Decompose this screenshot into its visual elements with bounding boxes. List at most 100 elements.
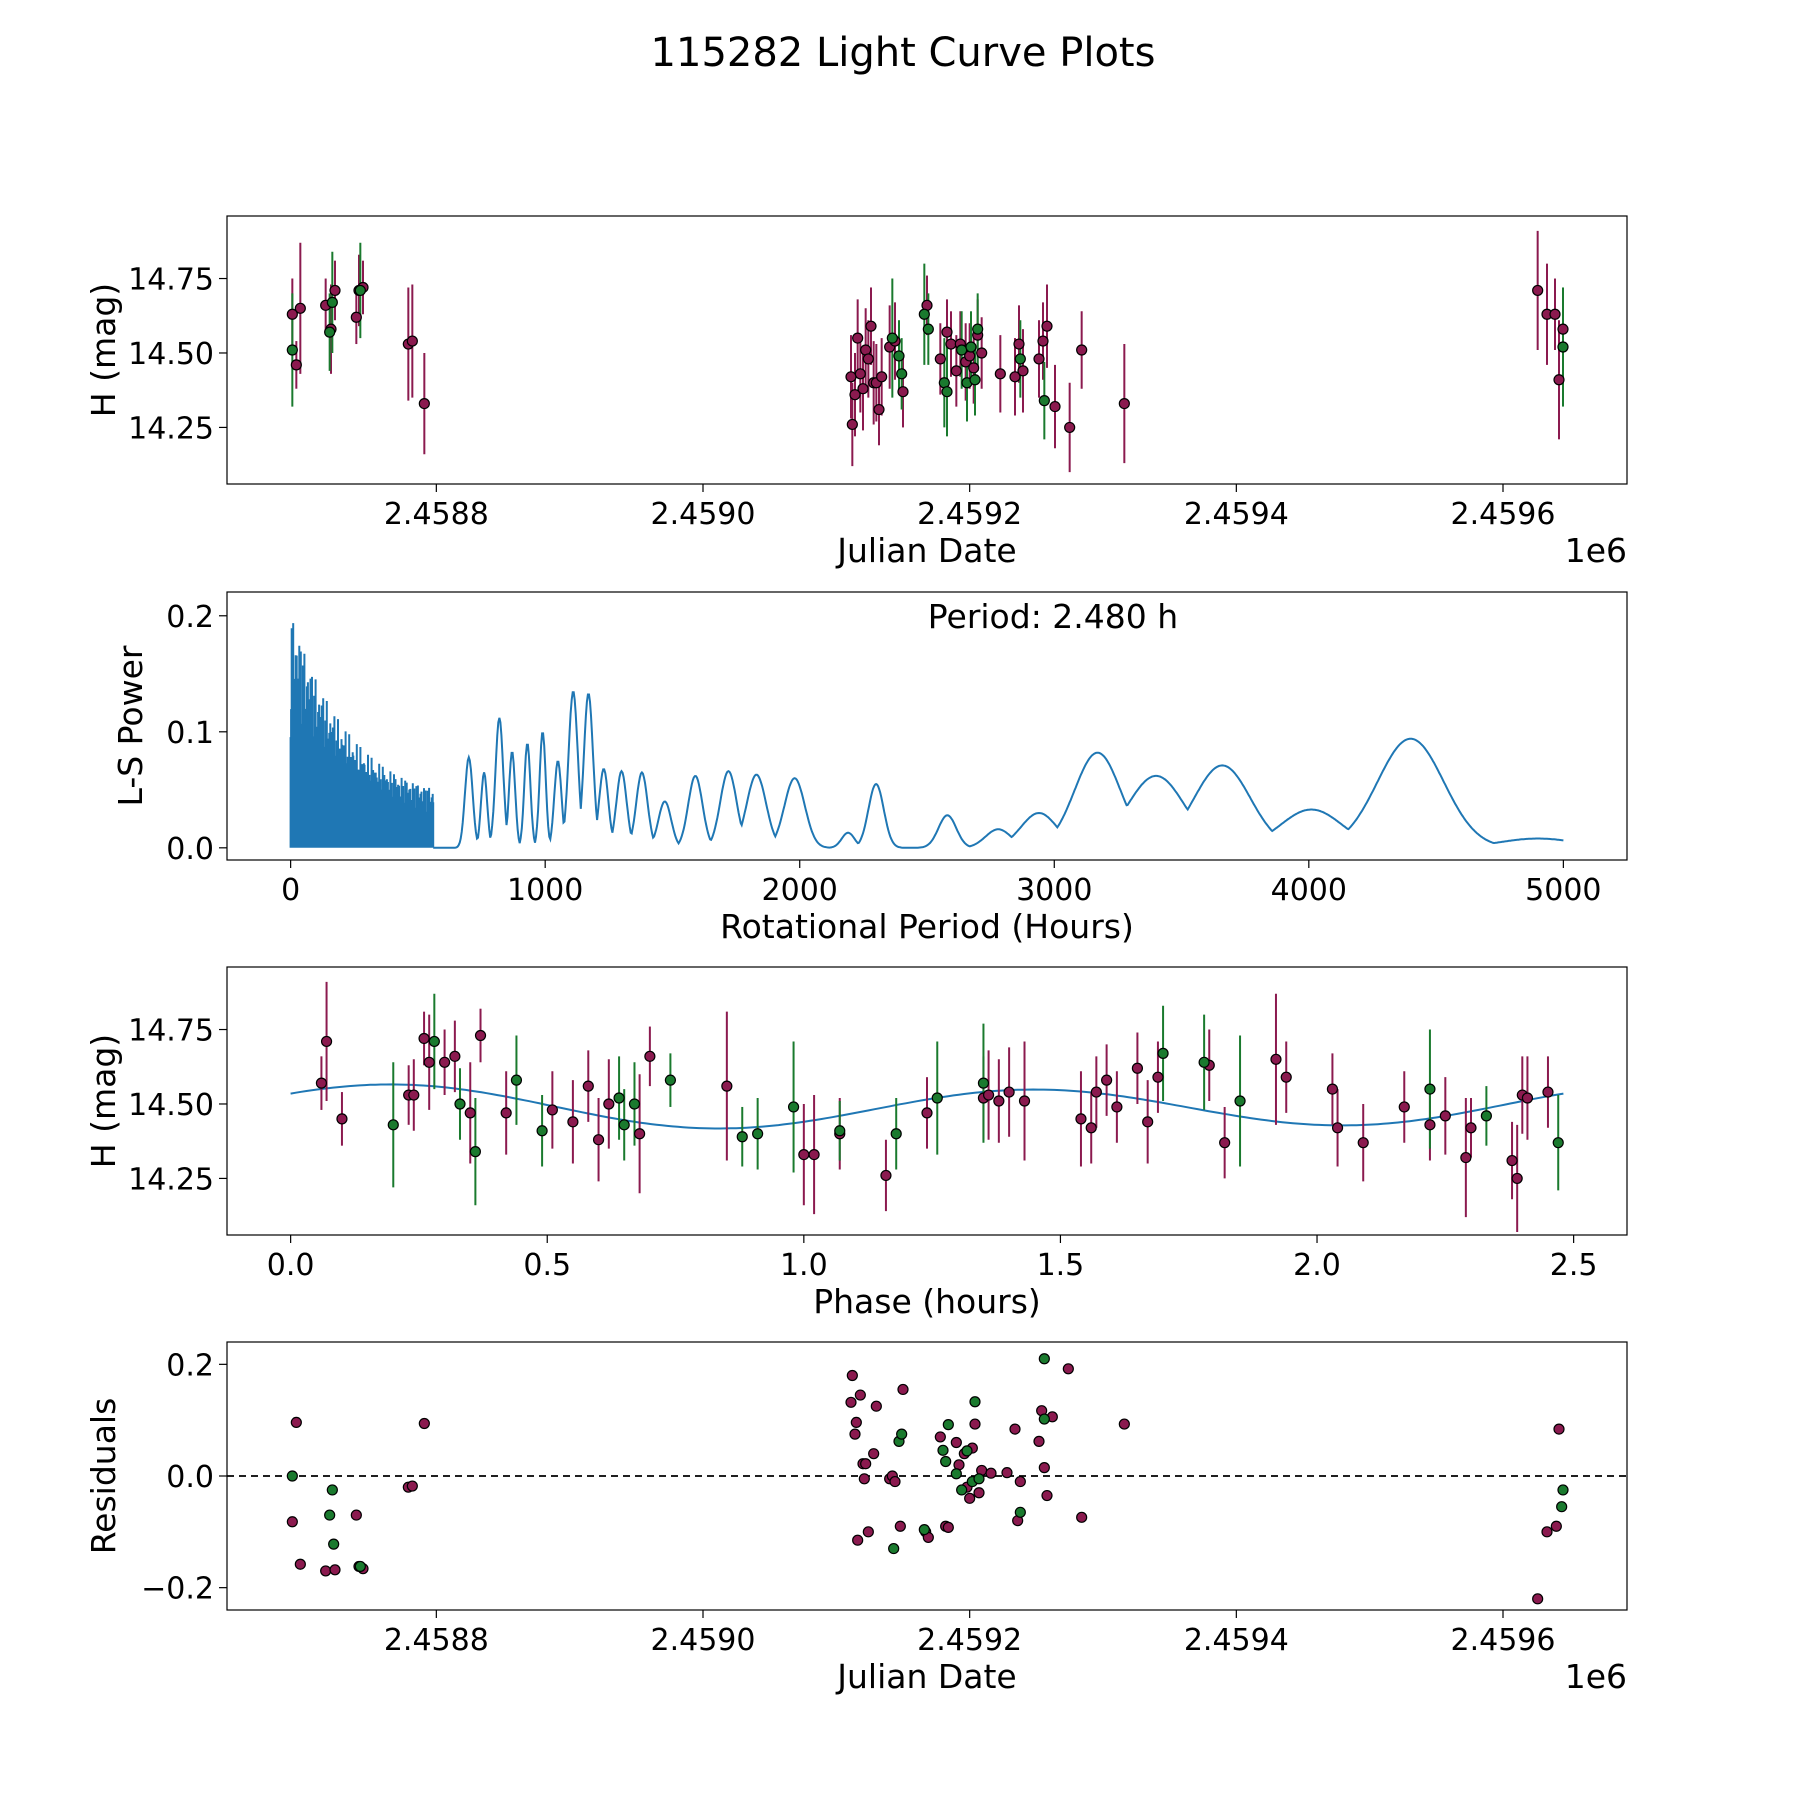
- residual-point-green: [942, 1419, 954, 1431]
- x-tick-label: 3000: [1016, 873, 1092, 908]
- data-point-magenta: [286, 308, 298, 320]
- light-curve-ylabel: H (mag): [84, 283, 123, 417]
- residual-point-magenta: [290, 1416, 302, 1429]
- data-point-green: [890, 1128, 902, 1140]
- x-tick-label: 2.4590: [651, 497, 756, 532]
- data-point-magenta: [1085, 1122, 1097, 1134]
- data-point-magenta: [320, 1035, 333, 1048]
- residual-point-green: [328, 1538, 340, 1550]
- light-curve-frame: [226, 215, 1628, 485]
- y-tick-label: 14.25: [128, 411, 214, 446]
- residual-point-green: [354, 1560, 366, 1573]
- y-tick-label: 0.0: [166, 1460, 214, 1495]
- data-point-green: [387, 1119, 399, 1131]
- x-tick-label: 2000: [762, 873, 838, 908]
- data-point-magenta: [945, 338, 957, 350]
- x-tick-label: 1.5: [1037, 1248, 1085, 1283]
- x-tick-label: 5000: [1525, 873, 1601, 908]
- residual-point-green: [969, 1396, 981, 1408]
- data-point-magenta: [1111, 1101, 1123, 1113]
- x-tick-label: 2.4592: [917, 1623, 1022, 1658]
- data-point-green: [977, 1077, 990, 1089]
- data-point-green: [1014, 353, 1026, 365]
- data-point-green: [428, 1035, 440, 1048]
- x-tick-label: 0.0: [267, 1248, 315, 1283]
- data-point-magenta: [423, 1056, 435, 1068]
- data-point-magenta: [1424, 1119, 1436, 1131]
- data-point-green: [941, 386, 953, 398]
- data-point-magenta: [1018, 1095, 1031, 1107]
- data-point-magenta: [1506, 1154, 1518, 1167]
- data-point-magenta: [290, 359, 302, 371]
- residual-point-magenta: [860, 1458, 872, 1470]
- residual-point-green: [1038, 1413, 1050, 1425]
- x-tick-label: 2.4592: [917, 497, 1022, 532]
- data-point-magenta: [644, 1050, 656, 1062]
- data-point-magenta: [1398, 1101, 1410, 1113]
- data-point-magenta: [1017, 365, 1029, 377]
- figure-title: 115282 Light Curve Plots: [651, 30, 1156, 76]
- data-point-magenta: [1033, 353, 1045, 365]
- residual-point-green: [1557, 1484, 1569, 1496]
- x-tick-label: 2.4594: [1184, 1623, 1289, 1658]
- residual-point-green: [961, 1445, 973, 1457]
- phased-ylabel: H (mag): [84, 1034, 123, 1168]
- data-point-magenta: [603, 1098, 615, 1110]
- residual-point-magenta: [854, 1389, 866, 1401]
- periodogram-dense-region: [289, 623, 435, 848]
- residual-point-magenta: [406, 1480, 418, 1492]
- data-point-magenta: [846, 418, 858, 431]
- y-tick-label: 14.25: [128, 1162, 214, 1197]
- data-point-magenta: [1013, 338, 1025, 350]
- data-point-magenta: [294, 302, 306, 314]
- periodogram-xlabel: Rotational Period (Hours): [720, 907, 1134, 946]
- residual-point-magenta: [973, 1487, 985, 1499]
- x-tick-label: 2.4588: [384, 1623, 489, 1658]
- phased-points: [290, 981, 1564, 1233]
- residuals-ylabel: Residuals: [84, 1398, 123, 1555]
- data-point-magenta: [808, 1148, 820, 1161]
- data-point-magenta: [921, 1107, 933, 1119]
- data-point-magenta: [1357, 1137, 1369, 1149]
- data-point-green: [326, 296, 338, 308]
- data-point-magenta: [721, 1080, 733, 1092]
- residual-point-magenta: [1532, 1593, 1544, 1605]
- residual-point-magenta: [418, 1417, 430, 1430]
- data-point-magenta: [950, 365, 962, 377]
- data-point-green: [752, 1128, 764, 1140]
- data-point-magenta: [438, 1056, 451, 1068]
- data-point-magenta: [582, 1080, 594, 1092]
- data-point-green: [736, 1131, 748, 1143]
- data-point-magenta: [1219, 1137, 1231, 1149]
- data-point-magenta: [1064, 421, 1076, 434]
- data-point-green: [664, 1074, 677, 1086]
- data-point-magenta: [1331, 1122, 1344, 1134]
- light-curve-axes: 2.4588 2.4590 2.4592 2.4594 2.4596 14.25 14.50…: [128, 263, 1555, 532]
- data-point-magenta: [464, 1107, 476, 1119]
- data-point-green: [1038, 395, 1050, 407]
- residual-point-green: [1014, 1506, 1026, 1518]
- data-point-magenta: [1152, 1071, 1164, 1083]
- data-point-magenta: [1532, 284, 1544, 297]
- residual-point-green: [326, 1484, 338, 1496]
- data-point-green: [1198, 1056, 1210, 1068]
- x-tick-label: 0.5: [523, 1248, 571, 1283]
- x-tick-label: 2.5: [1550, 1248, 1598, 1283]
- residual-point-magenta: [1009, 1423, 1021, 1435]
- data-point-green: [1552, 1137, 1564, 1149]
- data-point-magenta: [315, 1077, 328, 1089]
- residual-point-magenta: [862, 1526, 874, 1538]
- phased-axes: 0.0 0.5 1.0 1.5 2.0 2.5 14.25 14.50 14.75: [128, 1014, 1597, 1283]
- data-point-magenta: [1542, 1086, 1554, 1098]
- data-point-green: [324, 326, 336, 338]
- x-tick-label: 1.0: [780, 1248, 828, 1283]
- residual-point-magenta: [320, 1565, 332, 1577]
- x-tick-label: 2.4594: [1184, 497, 1289, 532]
- data-point-magenta: [350, 311, 362, 323]
- data-point-magenta: [1037, 335, 1049, 347]
- residual-point-magenta: [964, 1492, 976, 1504]
- data-point-magenta: [1280, 1071, 1292, 1083]
- data-point-green: [922, 323, 934, 335]
- data-point-magenta: [798, 1148, 810, 1161]
- y-tick-label: 0.0: [166, 832, 214, 867]
